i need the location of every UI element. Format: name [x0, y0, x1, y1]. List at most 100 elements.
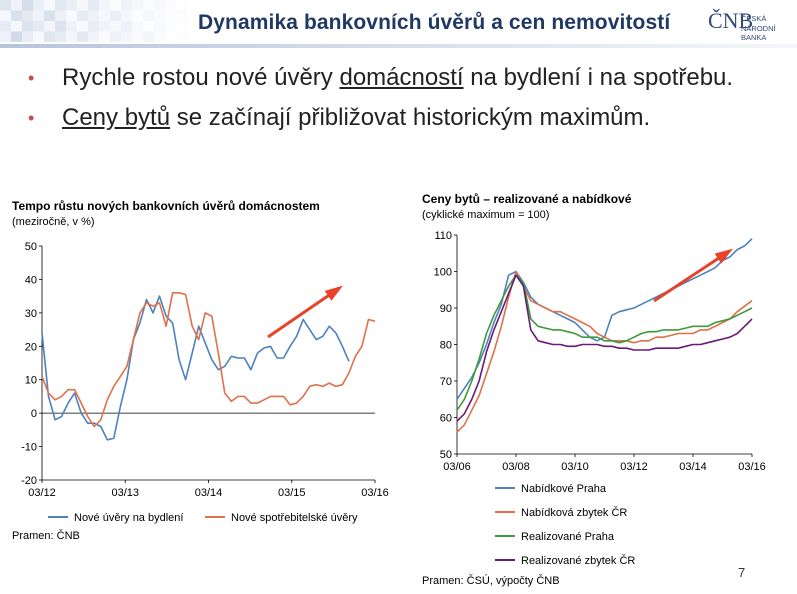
mosaic-tile — [99, 10, 110, 21]
mosaic-tile — [11, 0, 22, 11]
mosaic-tile — [55, 10, 66, 21]
trend-arrow — [267, 287, 339, 339]
y-tick-label: -20 — [21, 475, 37, 487]
x-tick-label: 03/14 — [679, 461, 707, 473]
y-tick-label: 60 — [440, 413, 452, 425]
mosaic-tile — [165, 10, 176, 21]
logo-line1: ČESKÁ — [741, 14, 767, 23]
mosaic-tile — [121, 10, 132, 21]
bullet-underlined: domácností — [339, 64, 464, 91]
mosaic-tile — [165, 31, 176, 42]
chart1-subtitle: (meziročně, v %) — [12, 216, 95, 228]
x-tick-label: 03/14 — [195, 487, 223, 499]
legend-label: Realizované zbytek ČR — [521, 554, 635, 567]
series-line-2 — [456, 270, 753, 433]
legend-label: Nové úvěry na bydlení — [74, 512, 183, 524]
mosaic-tile — [66, 0, 77, 11]
mosaic-tile — [121, 31, 132, 42]
x-tick-label: 03/15 — [278, 487, 306, 499]
trend-arrow-head — [324, 285, 343, 301]
mosaic-tile — [143, 10, 154, 21]
mosaic-tile — [187, 0, 190, 11]
logo-line2: NÁRODNÍ BANKA — [741, 24, 776, 42]
series-line-4 — [456, 274, 753, 422]
mosaic-tile — [55, 21, 66, 32]
y-tick-label: 0 — [31, 408, 37, 420]
bullet-text: se začínají přibližovat historickým maxi… — [170, 104, 651, 131]
mosaic-tile — [77, 21, 88, 32]
mosaic-tile — [176, 21, 187, 32]
trend-arrow-head — [714, 248, 734, 264]
x-tick-label: 03/08 — [502, 461, 530, 473]
mosaic-tile — [176, 0, 187, 11]
mosaic-tile — [33, 21, 44, 32]
bullet-text: na bydlení i na spotřebu. — [463, 64, 734, 91]
mosaic-tile — [176, 10, 187, 21]
x-tick-label: 03/12 — [620, 461, 648, 473]
mosaic-tile — [143, 31, 154, 42]
mosaic-tile — [44, 10, 55, 21]
mosaic-tile — [154, 0, 165, 11]
x-tick-label: 03/13 — [111, 487, 139, 499]
x-tick-label: 03/12 — [28, 487, 56, 499]
mosaic-tile — [132, 0, 143, 11]
y-tick-label: 50 — [25, 241, 37, 253]
x-tick-label: 03/10 — [561, 461, 589, 473]
x-tick-label: 03/06 — [443, 461, 471, 473]
mosaic-tile — [132, 21, 143, 32]
mosaic-tile — [66, 31, 77, 42]
mosaic-tile — [132, 31, 143, 42]
series-line-1 — [456, 238, 753, 400]
series-line-1 — [41, 295, 350, 441]
chart2-subtitle: (cyklické maximum = 100) — [422, 209, 550, 221]
mosaic-tile — [143, 0, 154, 11]
logo-mark: ČNB — [708, 8, 754, 33]
mosaic-tile — [11, 31, 22, 42]
y-tick-label: 90 — [440, 303, 452, 315]
mosaic-tile — [44, 0, 55, 11]
mosaic-tile — [22, 10, 33, 21]
cnb-logo: ČNB ČESKÁ NÁRODNÍ BANKA — [708, 8, 790, 42]
mosaic-tile — [33, 0, 44, 11]
mosaic-tile — [33, 10, 44, 21]
mosaic-tile — [22, 31, 33, 42]
mosaic-tile — [176, 31, 187, 42]
mosaic-tile — [99, 0, 110, 11]
y-tick-label: 70 — [440, 376, 452, 388]
x-tick-label: 03/16 — [361, 487, 389, 499]
mosaic-tile — [121, 0, 132, 11]
mosaic-tile — [0, 31, 11, 42]
mosaic-tile — [154, 31, 165, 42]
mosaic-tile — [99, 21, 110, 32]
mosaic-tile — [187, 32, 190, 43]
y-tick-label: 30 — [25, 308, 37, 320]
mosaic-tile — [0, 21, 11, 32]
legend-label: Nové spotřebitelské úvěry — [231, 512, 358, 524]
y-tick-label: 80 — [440, 340, 452, 352]
mosaic-tile — [55, 31, 66, 42]
y-tick-label: -10 — [21, 442, 37, 454]
mosaic-tile — [165, 0, 176, 11]
mosaic-tile — [132, 10, 143, 21]
mosaic-tile — [88, 21, 99, 32]
mosaic-tile — [77, 0, 88, 11]
chart1-title: Tempo růstu nových bankovních úvěrů domá… — [12, 199, 320, 213]
mosaic-tile — [110, 31, 121, 42]
y-tick-label: 20 — [25, 341, 37, 353]
mosaic-tile — [55, 0, 66, 11]
legend-label: Nabídkové Praha — [521, 483, 607, 495]
mosaic-tile — [165, 21, 176, 32]
mosaic-tile — [11, 21, 22, 32]
mosaic-tile — [88, 10, 99, 21]
y-tick-label: 100 — [434, 267, 452, 279]
mosaic-tile — [187, 21, 190, 32]
chart1-source: Pramen: ČNB — [12, 530, 80, 542]
y-tick-label: 10 — [25, 375, 37, 387]
mosaic-tile — [44, 31, 55, 42]
page-title: Dynamika bankovních úvěrů a cen nemovito… — [198, 11, 671, 34]
mosaic-tile — [77, 31, 88, 42]
mosaic-tile — [110, 10, 121, 21]
y-tick-label: 50 — [440, 449, 452, 461]
